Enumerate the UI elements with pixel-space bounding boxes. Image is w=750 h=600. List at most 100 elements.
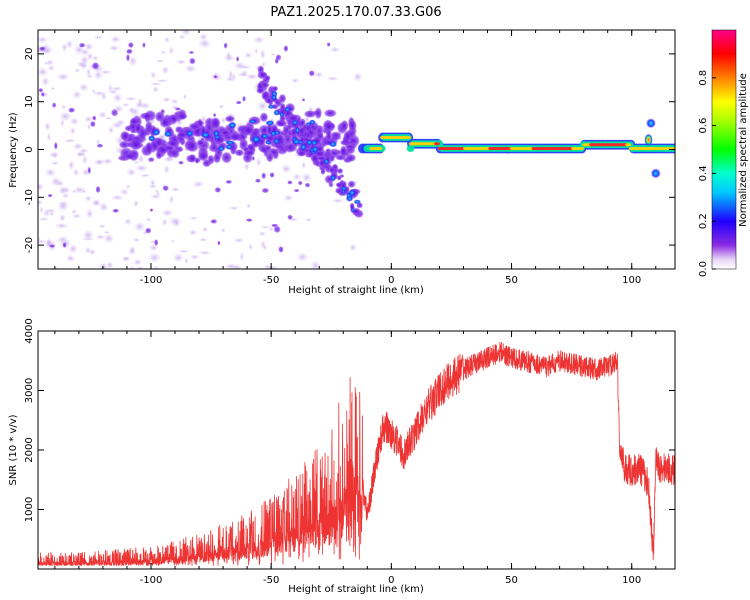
noise-blob (154, 188, 160, 194)
streak-blob-bright (267, 104, 275, 110)
noise-blob (74, 68, 81, 73)
noise-blob-violet (54, 141, 58, 150)
noise-blob (175, 59, 187, 65)
band-blob (139, 112, 153, 120)
noise-blob (84, 194, 93, 203)
streak-blob-bright (279, 111, 285, 118)
band-blob-bright (152, 129, 161, 136)
noise-blob (218, 104, 225, 109)
noise-blob (56, 201, 70, 212)
noise-blob (45, 59, 55, 67)
noise-blob (109, 35, 122, 44)
y-tick-label: 10 (24, 95, 35, 108)
snr-series-line (38, 341, 675, 566)
noise-blob (123, 217, 133, 226)
noise-blob-violet (225, 179, 233, 184)
streak-blob-bright (291, 119, 299, 126)
noise-blob (83, 115, 94, 124)
noise-blob-violet (189, 57, 196, 65)
colorbar-tick-label: 0.4 (698, 165, 709, 181)
noise-blob (148, 82, 163, 86)
noise-blob (152, 264, 160, 269)
noise-blob (177, 249, 191, 254)
noise-blob (161, 218, 168, 227)
band-blob (129, 138, 143, 151)
noise-blob (134, 164, 149, 173)
noise-blob (101, 157, 114, 165)
streak-blob (256, 87, 265, 95)
noise-blob (159, 50, 168, 54)
noise-blob (119, 188, 130, 196)
colorbar-tick-label: 0.2 (698, 213, 709, 229)
noise-blob (197, 38, 212, 49)
streak-blob (263, 74, 271, 81)
noise-blob (79, 54, 90, 66)
x-tick-label: -100 (140, 575, 163, 586)
noise-blob (132, 237, 141, 243)
noise-blob (243, 51, 253, 59)
noise-blob (72, 168, 80, 177)
noise-blob (226, 50, 232, 61)
noise-blob-violet (68, 107, 76, 113)
noise-blob (184, 64, 197, 73)
band-blob (264, 144, 272, 152)
noise-blob (129, 245, 136, 255)
streak-blob-bright (353, 199, 362, 205)
noise-blob-violet (217, 240, 221, 246)
noise-blob-violet (236, 56, 240, 62)
sidelobe-blob (644, 133, 653, 146)
band-blob (176, 113, 188, 120)
y-tick-label: 3000 (24, 378, 35, 403)
noise-blob-violet (38, 46, 46, 51)
noise-blob (44, 121, 51, 132)
y-tick-label: 1000 (24, 497, 35, 522)
noise-blob (259, 225, 271, 229)
noise-blob-violet (126, 53, 130, 62)
noise-blob (57, 235, 69, 245)
band-blob-bright (213, 129, 220, 138)
noise-blob (107, 126, 115, 135)
noise-blob (112, 92, 124, 103)
noise-blob (160, 209, 174, 217)
noise-blob-violet (47, 193, 53, 198)
colorbar-gradient (711, 29, 737, 270)
noise-blob (172, 252, 185, 263)
noise-blob-violet (188, 50, 195, 55)
main-band-core (376, 146, 383, 151)
colorbar-label: Normalized spectral amplitude (738, 73, 749, 227)
noise-blob (71, 190, 77, 194)
band-blob (119, 130, 130, 142)
noise-blob-violet (283, 44, 289, 53)
noise-blob (54, 222, 69, 230)
band-blob (314, 106, 323, 120)
noise-blob-violet (78, 42, 86, 48)
noise-blob (38, 182, 45, 192)
band-blob (242, 149, 256, 157)
noise-blob (163, 164, 170, 175)
noise-blob (310, 260, 321, 269)
band-blob (224, 115, 236, 123)
band-blob (265, 151, 274, 163)
noise-blob (91, 199, 101, 207)
x-tick-label: 100 (622, 275, 641, 286)
noise-blob (91, 88, 96, 95)
noise-blob (133, 221, 146, 233)
noise-blob (189, 216, 199, 221)
band-blob (220, 151, 233, 164)
noise-blob (125, 168, 137, 177)
noise-blob (41, 76, 50, 87)
noise-blob-violet (212, 112, 217, 118)
noise-blob (188, 229, 198, 236)
noise-blob (80, 190, 88, 194)
band-blob-bright (328, 140, 338, 148)
band-blob (145, 141, 154, 156)
spectrogram-x-ticks: -100 -50 0 50 100 (54, 30, 657, 286)
noise-blob-violet (278, 245, 284, 253)
band-blob (154, 137, 164, 148)
band-blob (303, 109, 317, 119)
noise-blob (197, 250, 212, 256)
noise-blob-violet (147, 157, 155, 163)
band-blob-bright (228, 121, 237, 129)
band-blob-bright (217, 145, 226, 152)
noise-blob (38, 36, 49, 44)
